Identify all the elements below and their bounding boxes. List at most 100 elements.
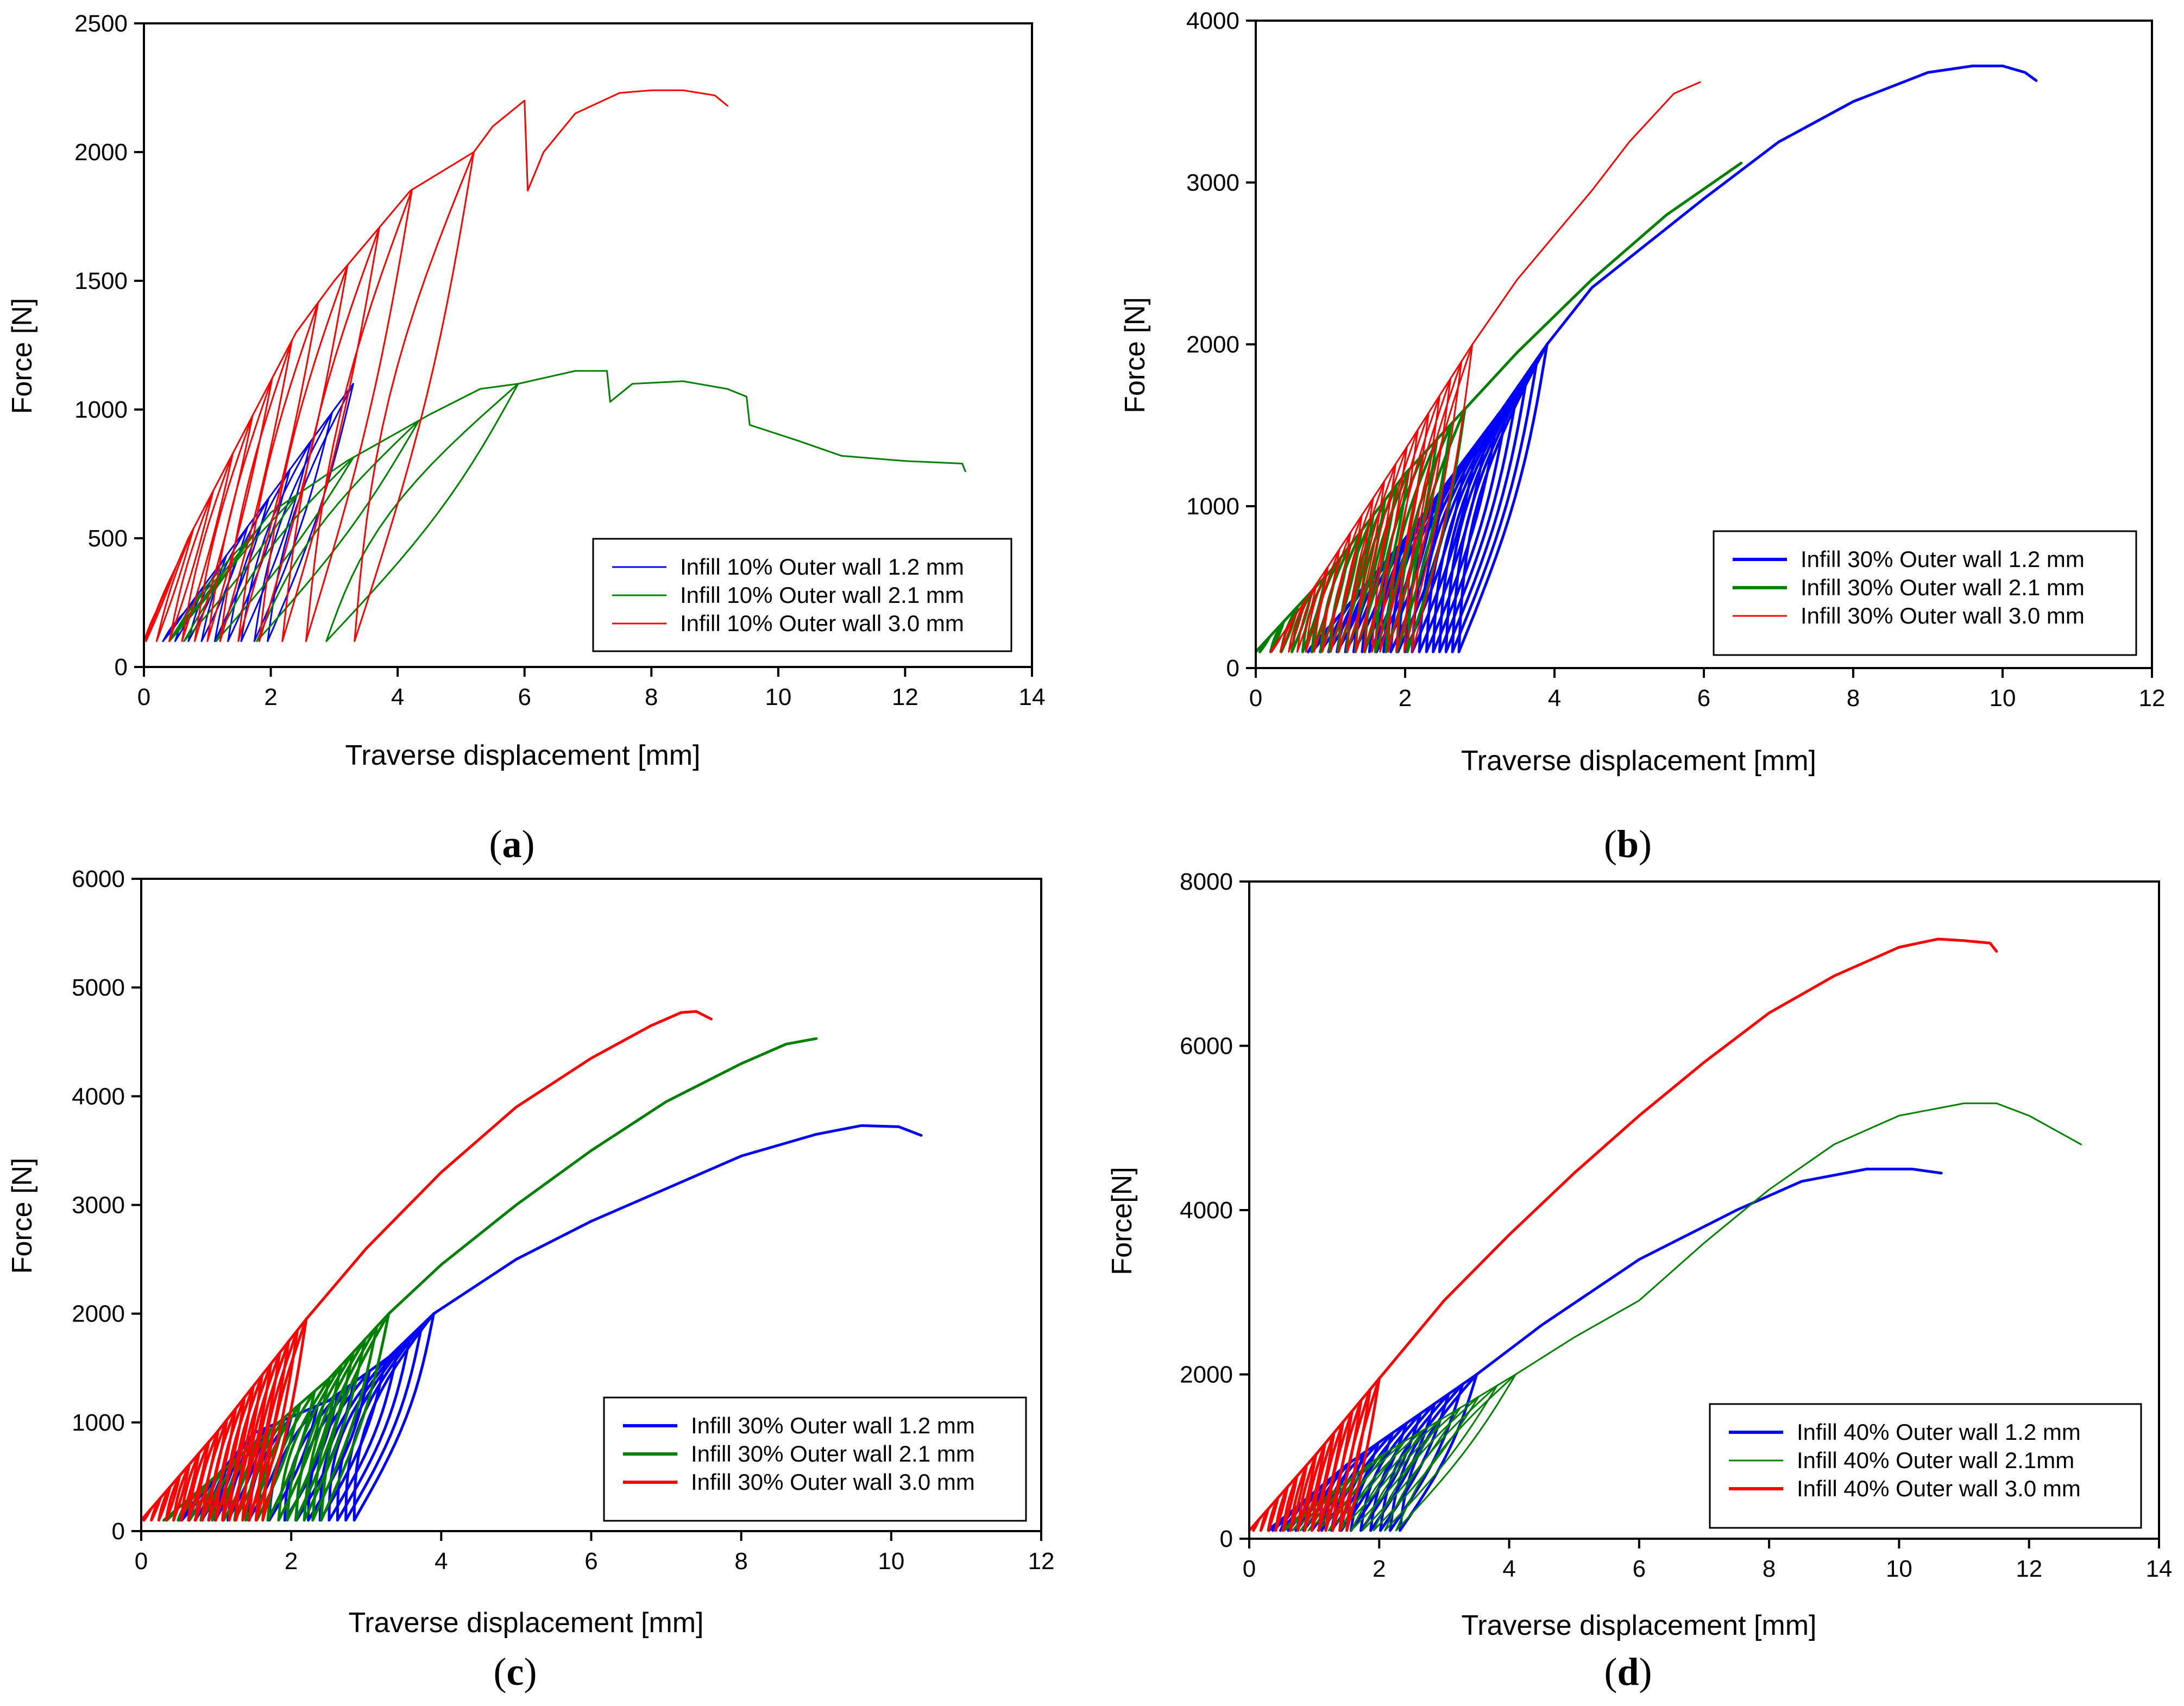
x-tick-label: 0: [1243, 1556, 1256, 1582]
series-cycle-loop: [1310, 1431, 1336, 1532]
panel-label: (c): [494, 1650, 537, 1694]
panel-label-letter: b: [1617, 822, 1639, 866]
legend-entry-label: Infill 10% Outer wall 2.1 mm: [680, 582, 964, 608]
x-tick-label: 12: [2139, 685, 2166, 712]
series-3: [1270, 81, 1701, 653]
legend-entry-label: Infill 40% Outer wall 2.1mm: [1797, 1447, 2074, 1473]
x-tick-label: 6: [1697, 685, 1710, 712]
series-cycle-loop: [1338, 497, 1374, 653]
y-tick-label: 0: [115, 654, 128, 681]
x-axis-title: Traverse displacement [mm]: [348, 1607, 703, 1639]
x-tick-label: 12: [2016, 1556, 2042, 1582]
series-cycle-loop: [1395, 377, 1452, 653]
series-cycle-loop: [254, 1329, 299, 1522]
x-tick-label: 4: [435, 1548, 448, 1575]
series-cycle-loop: [1350, 1418, 1443, 1532]
series-cycle-loop: [228, 1374, 264, 1522]
y-tick-label: 6000: [72, 866, 125, 892]
series-cycle-loop: [283, 1393, 339, 1522]
y-tick-label: 0: [1220, 1526, 1233, 1552]
series-cycle-loop: [281, 226, 380, 643]
series-cycle-loop: [328, 1346, 400, 1522]
series-group: [141, 1010, 923, 1522]
series-tail-line: [305, 1010, 713, 1321]
y-tick-label: 1000: [74, 396, 128, 423]
series-cycle-loop: [1252, 1518, 1261, 1532]
panel-label-close-paren: ): [1639, 1650, 1652, 1694]
series-cycle-loop: [142, 1507, 153, 1522]
series-cycle-loop: [1403, 361, 1463, 653]
x-tick-label: 8: [734, 1548, 747, 1575]
y-tick-label: 1000: [72, 1409, 125, 1436]
series-cycle-loop: [261, 1318, 308, 1522]
x-tick-label: 0: [137, 684, 150, 710]
y-tick-label: 0: [1226, 655, 1239, 682]
chart-panel-c: 0 2 4 6 8 10 12 0 1000 2000 3000 4000 5000 6000 Traver…: [7, 866, 1054, 1694]
y-tick-label: 3000: [1186, 169, 1239, 196]
series-tail-line: [473, 89, 728, 192]
x-tick-label: 6: [518, 684, 531, 710]
series-cycle-loop: [155, 527, 194, 643]
x-tick-label: 4: [391, 684, 404, 710]
y-tick-label: 8000: [1180, 868, 1233, 895]
series-cycle-loop: [1267, 1496, 1280, 1532]
series-2: [1281, 1102, 2082, 1532]
y-axis-title: Force[N]: [1106, 1167, 1138, 1275]
series-cycle-loop: [1425, 413, 1500, 653]
legend-entry-label: Infill 10% Outer wall 3.0 mm: [680, 610, 964, 636]
x-tick-label: 0: [1249, 685, 1262, 712]
series-cycle-loop: [267, 383, 354, 643]
series-cycle-loop: [1457, 343, 1549, 653]
legend-entry-label: Infill 30% Outer wall 1.2 mm: [1801, 546, 2085, 572]
y-tick-label: 5000: [72, 974, 125, 1001]
x-tick-label: 2: [1373, 1556, 1386, 1582]
x-tick-label: 6: [584, 1548, 597, 1575]
series-cycle-loop: [1279, 616, 1295, 653]
series-cycle-loop: [307, 1369, 371, 1522]
series-tail-line: [387, 1037, 818, 1315]
series-cycle-loop: [325, 383, 519, 643]
series-cycle-loop: [1259, 1507, 1270, 1532]
series-cycle-loop: [1281, 1475, 1299, 1532]
y-tick-label: 2000: [1186, 331, 1239, 358]
series-cycle-loop: [150, 1496, 162, 1522]
series-cycle-loop: [241, 1351, 281, 1522]
panel-label-close-paren: ): [524, 1650, 537, 1694]
legend-entry-label: Infill 30% Outer wall 2.1 mm: [691, 1441, 975, 1466]
series-cycle-loop: [1299, 1474, 1356, 1532]
series-cycle-loop: [187, 1440, 210, 1522]
series-cycle-loop: [145, 565, 178, 643]
legend-entry-label: Infill 30% Outer wall 3.0 mm: [691, 1469, 975, 1495]
series-3: [141, 1010, 713, 1522]
series-cycle-loop: [174, 583, 206, 643]
series-cycle-loop: [354, 151, 475, 643]
panel-label-close-paren: ): [522, 822, 535, 866]
y-axis-title: Force [N]: [1119, 297, 1151, 413]
x-tick-label: 14: [1019, 684, 1046, 710]
series-group: [144, 89, 966, 643]
legend-entry-label: Infill 10% Outer wall 1.2 mm: [680, 554, 964, 580]
chart-panel-d: 0 2 4 6 8 10 12 14 0 2000 4000 6000 8000 Traverse dis…: [1106, 868, 2172, 1694]
y-tick-label: 500: [88, 525, 128, 552]
plot-frame: [143, 22, 1033, 668]
series-cycle-loop: [353, 1312, 435, 1522]
series-cycle-loop: [1384, 438, 1438, 653]
series-cycle-loop: [1270, 634, 1283, 653]
y-tick-label: 0: [112, 1518, 125, 1545]
series-cycle-loop: [286, 1364, 343, 1522]
y-tick-label: 4000: [1186, 8, 1239, 34]
series-cycle-loop: [1328, 529, 1363, 653]
x-tick-label: 10: [765, 684, 791, 710]
x-tick-label: 12: [892, 684, 918, 710]
panel-label-letter: d: [1617, 1650, 1639, 1694]
series-cycle-loop: [1384, 1384, 1498, 1532]
x-tick-label: 10: [1990, 685, 2016, 712]
y-axis-title: Force [N]: [7, 1158, 38, 1274]
series-cycle-loop: [168, 490, 215, 643]
x-tick-label: 12: [1028, 1548, 1055, 1575]
series-cycle-loop: [1395, 1374, 1516, 1532]
series-cycle-loop: [172, 1463, 191, 1522]
y-tick-label: 2500: [74, 10, 128, 37]
legend-box: [603, 1396, 1027, 1522]
y-tick-label: 1500: [74, 268, 128, 294]
